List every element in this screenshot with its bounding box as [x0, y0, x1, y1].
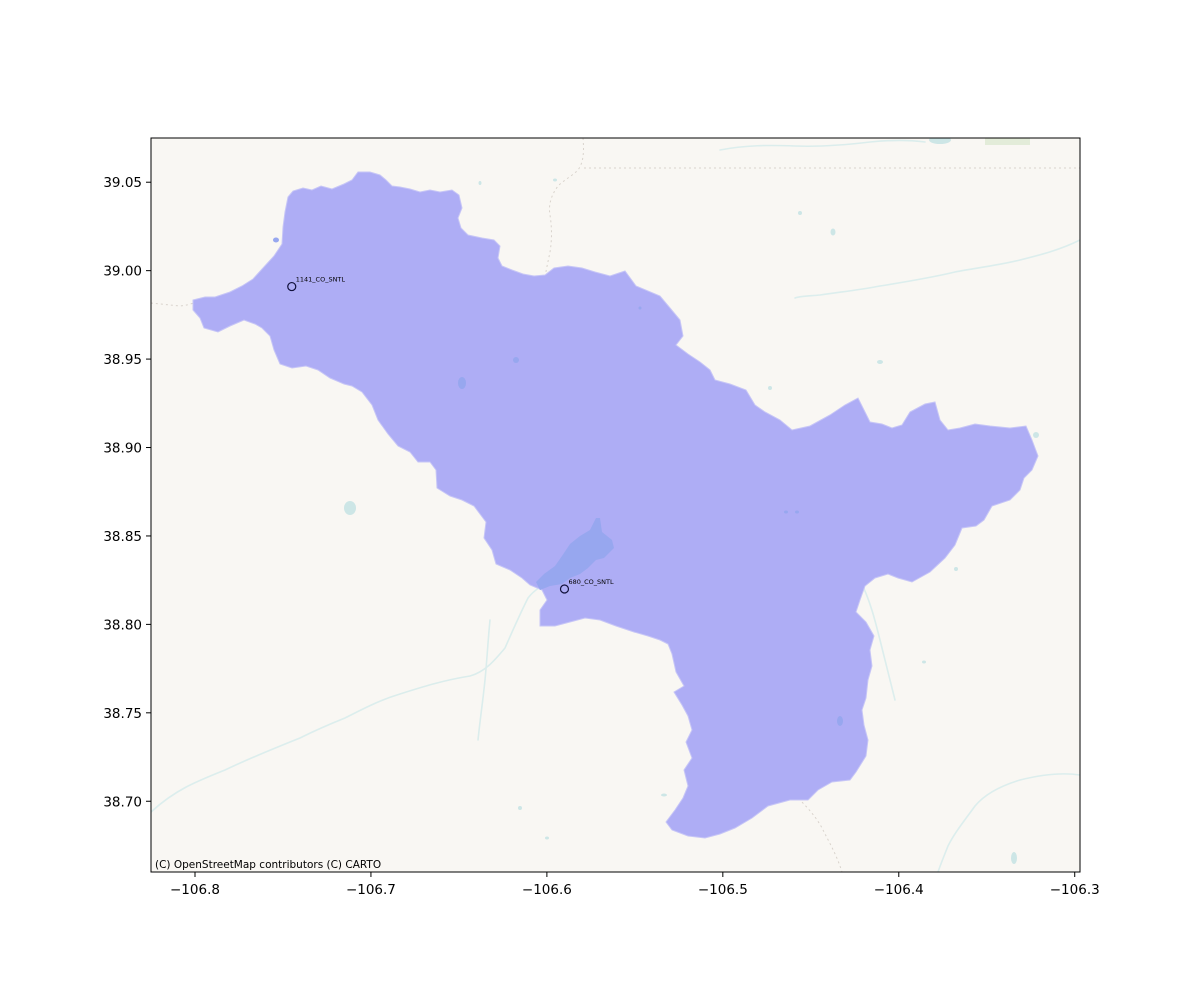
y-tick-label: 38.80: [103, 617, 142, 633]
pond: [553, 178, 557, 182]
y-tick-label: 38.75: [103, 706, 142, 722]
y-tick-label: 38.85: [103, 529, 142, 545]
y-tick-label: 39.05: [103, 175, 142, 191]
basin-lake: [837, 716, 843, 726]
x-axis: −106.8 −106.7 −106.6 −106.5 −106.4 −106.3: [170, 872, 1100, 898]
basemap-features: 1141_CO_SNTL 680_CO_SNTL: [151, 138, 1080, 872]
pond: [954, 567, 958, 571]
x-tick-label: −106.5: [698, 882, 748, 898]
basin-lake: [795, 510, 799, 514]
map-attribution: (C) OpenStreetMap contributors (C) CARTO: [155, 859, 381, 871]
station-label: 680_CO_SNTL: [568, 578, 614, 586]
stream-river: [477, 619, 491, 741]
pond: [798, 211, 802, 215]
plot-frame: [150, 137, 1081, 873]
pond: [478, 181, 482, 185]
station-marker[interactable]: [287, 281, 297, 292]
x-tick-label: −106.6: [522, 882, 572, 898]
pond: [344, 501, 356, 515]
county-boundary: [544, 138, 584, 279]
stream-river: [719, 139, 926, 151]
park-area: [985, 138, 1030, 145]
basin-lake: [784, 510, 788, 514]
x-tick-label: −106.3: [1050, 882, 1100, 898]
station-marker[interactable]: [559, 584, 570, 594]
reservoir: [536, 518, 614, 590]
pond: [929, 138, 951, 144]
pond: [1011, 852, 1017, 864]
basin-lake: [513, 357, 519, 363]
pond: [877, 360, 883, 364]
x-tick-label: −106.7: [346, 882, 396, 898]
y-axis: 38.70 38.75 38.80 38.85 38.90 38.95 39.00 39.05: [103, 175, 151, 810]
stream-river: [794, 239, 1080, 299]
watershed-basin: [192, 171, 1039, 839]
pond: [830, 228, 836, 236]
pond: [768, 386, 772, 390]
x-tick-label: −106.4: [874, 882, 924, 898]
basin-lake: [273, 237, 279, 243]
pond: [518, 806, 522, 810]
pond: [545, 836, 549, 840]
basin-lake: [458, 377, 466, 389]
pond: [661, 793, 667, 797]
basin-lake: [638, 306, 642, 310]
stream-river: [151, 579, 556, 813]
y-tick-label: 38.90: [103, 441, 142, 457]
y-tick-label: 39.00: [103, 264, 142, 280]
county-boundary: [794, 794, 843, 872]
station-label: 1141_CO_SNTL: [296, 276, 346, 284]
stream-river: [937, 773, 1080, 872]
stream-river: [859, 579, 896, 701]
x-tick-label: −106.8: [170, 882, 220, 898]
pond: [922, 660, 926, 664]
y-tick-label: 38.95: [103, 352, 142, 368]
pond: [1033, 432, 1039, 438]
y-tick-label: 38.70: [103, 794, 142, 810]
